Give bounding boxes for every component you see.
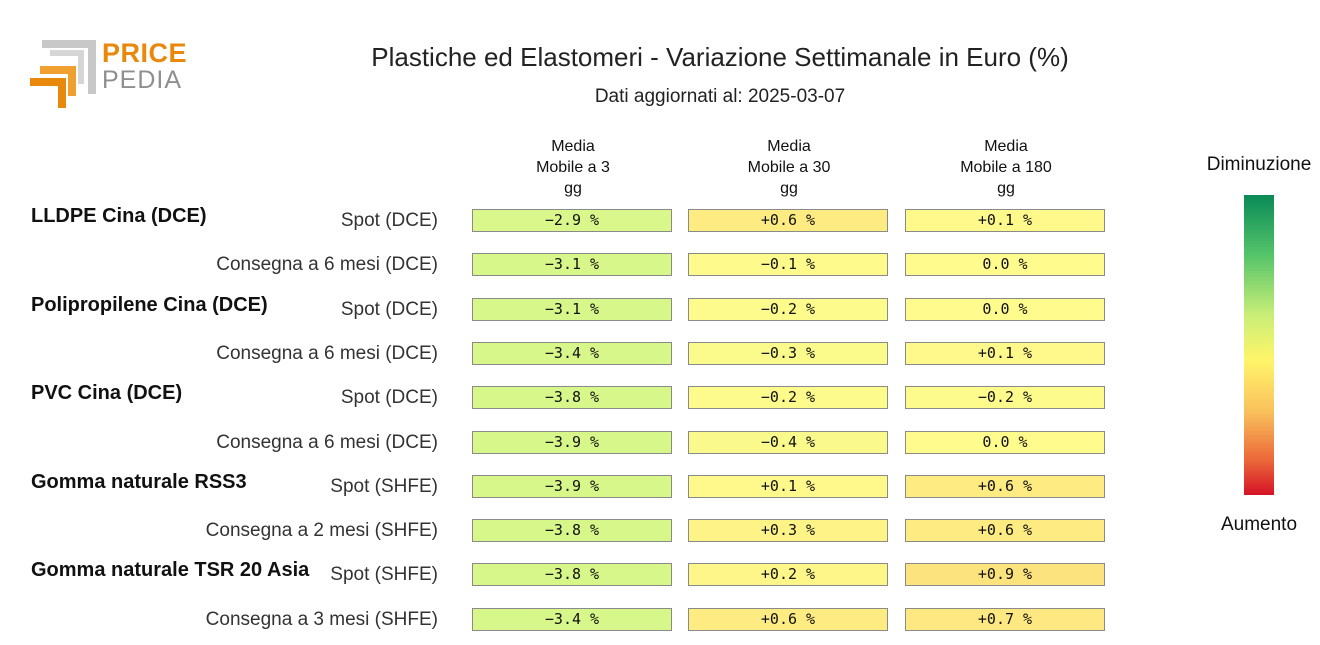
heatmap-cell: −3.1 % bbox=[472, 297, 672, 321]
heatmap-cell: −3.9 % bbox=[472, 474, 672, 498]
heatmap-cell: +0.7 % bbox=[905, 607, 1105, 631]
chart-title: Plastiche ed Elastomeri - Variazione Set… bbox=[371, 42, 1069, 72]
logo-word-pedia: PEDIA bbox=[102, 66, 183, 94]
row-label: Consegna a 6 mesi (DCE) bbox=[216, 342, 438, 364]
row-label: Consegna a 6 mesi (DCE) bbox=[216, 431, 438, 453]
row-label: Spot (SHFE) bbox=[330, 564, 438, 586]
heatmap-cell: −0.2 % bbox=[688, 297, 888, 321]
heatmap-cell: +0.6 % bbox=[905, 519, 1105, 543]
heatmap-cell: +0.2 % bbox=[688, 563, 888, 587]
heatmap-cell: −3.4 % bbox=[472, 607, 672, 631]
group-label: PVC Cina (DCE) bbox=[31, 382, 183, 405]
legend-label-bottom: Aumento bbox=[1220, 514, 1298, 535]
heatmap-cell: −3.8 % bbox=[472, 386, 672, 410]
chart-subtitle: Dati aggiornati al: 2025-03-07 bbox=[594, 86, 846, 107]
heatmap-cell: +0.1 % bbox=[688, 474, 888, 498]
row-label: Spot (DCE) bbox=[340, 387, 438, 409]
heatmap-cell: −0.4 % bbox=[688, 430, 888, 454]
column-header: Media Mobile a 3 gg bbox=[536, 138, 610, 197]
row-label: Spot (DCE) bbox=[340, 210, 438, 231]
heatmap-cell: +0.1 % bbox=[905, 341, 1105, 365]
legend-label-top: Diminuzione bbox=[1206, 154, 1312, 175]
row-label: Spot (SHFE) bbox=[330, 475, 438, 497]
heatmap-cell: −3.9 % bbox=[472, 430, 672, 454]
group-label: Gomma naturale TSR 20 Asia bbox=[31, 559, 310, 582]
heatmap-cell: −0.1 % bbox=[688, 253, 888, 277]
group-label: LLDPE Cina (DCE) bbox=[31, 205, 207, 227]
heatmap-cell: −0.3 % bbox=[688, 341, 888, 365]
group-label: Polipropilene Cina (DCE) bbox=[31, 293, 268, 316]
heatmap-cell: +0.1 % bbox=[905, 209, 1105, 232]
heatmap-cell: −3.4 % bbox=[472, 341, 672, 365]
heatmap-cell: −0.2 % bbox=[688, 386, 888, 410]
column-header: Media Mobile a 180 gg bbox=[960, 138, 1052, 197]
heatmap-cell: 0.0 % bbox=[905, 253, 1105, 277]
heatmap-cell: +0.3 % bbox=[688, 519, 888, 543]
heatmap-cell: −2.9 % bbox=[472, 209, 672, 232]
heatmap-cell: +0.6 % bbox=[688, 607, 888, 631]
logo-word-price: PRICE bbox=[102, 38, 188, 68]
column-header: Media Mobile a 30 gg bbox=[747, 138, 831, 197]
heatmap-cell: −3.8 % bbox=[472, 519, 672, 543]
heatmap-cell: −0.2 % bbox=[905, 386, 1105, 410]
heatmap-cell: 0.0 % bbox=[905, 297, 1105, 321]
heatmap-cell: −3.1 % bbox=[472, 253, 672, 277]
heatmap-cell: +0.6 % bbox=[905, 474, 1105, 498]
pricepedia-logo: PRICE PEDIA bbox=[30, 38, 190, 110]
row-label: Spot (DCE) bbox=[340, 298, 438, 320]
heatmap-cell: 0.0 % bbox=[905, 430, 1105, 454]
row-label: Consegna a 2 mesi (SHFE) bbox=[205, 520, 438, 542]
row-label: Consegna a 6 mesi (DCE) bbox=[216, 254, 438, 276]
row-label: Consegna a 3 mesi (SHFE) bbox=[205, 608, 438, 630]
legend-color-scale bbox=[1244, 195, 1274, 495]
heatmap-cell: −3.8 % bbox=[472, 563, 672, 587]
heatmap-cell: +0.6 % bbox=[688, 209, 888, 232]
heatmap-cell: +0.9 % bbox=[905, 563, 1105, 587]
group-label: Gomma naturale RSS3 bbox=[31, 470, 247, 493]
logo-mark-icon bbox=[30, 40, 96, 108]
